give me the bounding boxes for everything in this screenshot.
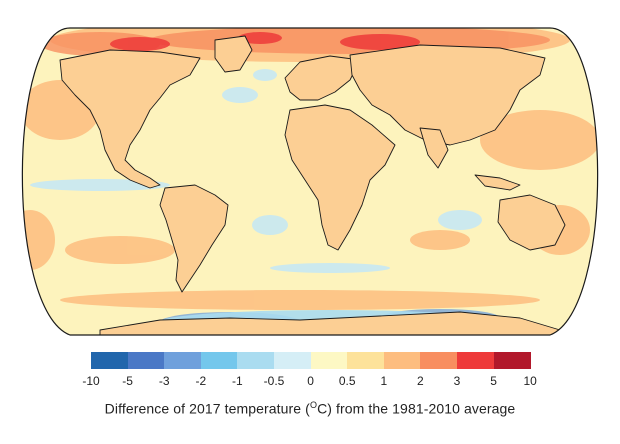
globe-outline xyxy=(21,27,599,336)
caption-degree-sup: O xyxy=(309,400,318,410)
extreme-anomaly-patches xyxy=(110,32,420,51)
legend-tick-label: 0 xyxy=(307,374,314,388)
asia xyxy=(349,44,546,146)
legend-tick-label: 3 xyxy=(453,374,461,388)
legend-tick-label: 0.5 xyxy=(338,374,356,388)
australia xyxy=(497,194,566,251)
continents xyxy=(59,35,566,335)
legend-swatch xyxy=(420,352,458,369)
legend-tick-label: -2 xyxy=(195,374,207,388)
legend-tick-label: -10 xyxy=(82,374,100,388)
map-caption: Difference of 2017 temperature (OC) from… xyxy=(0,400,620,417)
map-canvas xyxy=(21,27,599,336)
legend-swatch xyxy=(274,352,311,369)
europe xyxy=(284,55,361,101)
legend-swatch xyxy=(91,352,128,369)
legend-tick-label: -0.5 xyxy=(263,374,285,388)
world-temperature-map xyxy=(21,27,599,336)
legend-swatch xyxy=(310,352,348,369)
caption-suffix: C) from the 1981-2010 average xyxy=(317,400,516,417)
legend-tick-label: 10 xyxy=(523,374,537,388)
south-america xyxy=(159,184,229,293)
greenland xyxy=(214,35,253,73)
legend-swatch xyxy=(200,352,238,369)
legend-tick-label: -3 xyxy=(158,374,170,388)
legend-swatch xyxy=(493,352,531,369)
africa xyxy=(284,104,396,251)
north-america xyxy=(59,49,201,189)
legend-tick-label: 5 xyxy=(490,374,497,388)
legend-tick-label: 1 xyxy=(380,374,388,388)
legend-tick-label: -1 xyxy=(232,374,243,388)
india xyxy=(419,127,449,169)
color-legend: -10 -5 -3 -2 -1 -0.5 0 0.5 1 2 3 5 10 xyxy=(0,352,620,392)
indonesia xyxy=(474,174,521,191)
legend-swatch xyxy=(127,352,165,369)
legend-swatch xyxy=(164,352,202,369)
legend-swatch xyxy=(457,352,494,369)
legend-tick-label: 2 xyxy=(417,374,424,388)
legend-swatch xyxy=(237,352,275,369)
caption-prefix: Difference of 2017 temperature ( xyxy=(104,400,310,417)
legend-swatch xyxy=(383,352,421,369)
antarctica xyxy=(99,311,561,335)
legend-tick-label: -5 xyxy=(122,374,133,388)
legend-swatch xyxy=(347,352,385,369)
